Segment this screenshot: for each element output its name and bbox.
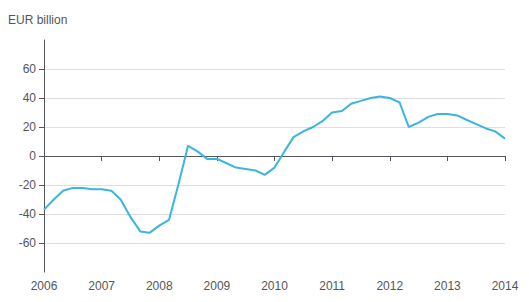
svg-text:2014: 2014 <box>492 279 519 293</box>
svg-text:20: 20 <box>23 120 37 134</box>
svg-text:40: 40 <box>23 91 37 105</box>
svg-text:2007: 2007 <box>88 279 115 293</box>
svg-text:EUR billion: EUR billion <box>8 13 67 27</box>
svg-text:2009: 2009 <box>204 279 231 293</box>
svg-text:2011: 2011 <box>319 279 345 293</box>
svg-text:-20: -20 <box>19 178 37 192</box>
svg-text:2006: 2006 <box>31 279 58 293</box>
svg-text:2012: 2012 <box>376 279 403 293</box>
svg-text:2010: 2010 <box>261 279 288 293</box>
svg-text:-40: -40 <box>19 207 37 221</box>
svg-text:2008: 2008 <box>146 279 173 293</box>
svg-text:60: 60 <box>23 62 37 76</box>
svg-text:-60: -60 <box>19 236 37 250</box>
svg-text:0: 0 <box>29 149 36 163</box>
svg-text:2013: 2013 <box>434 279 461 293</box>
